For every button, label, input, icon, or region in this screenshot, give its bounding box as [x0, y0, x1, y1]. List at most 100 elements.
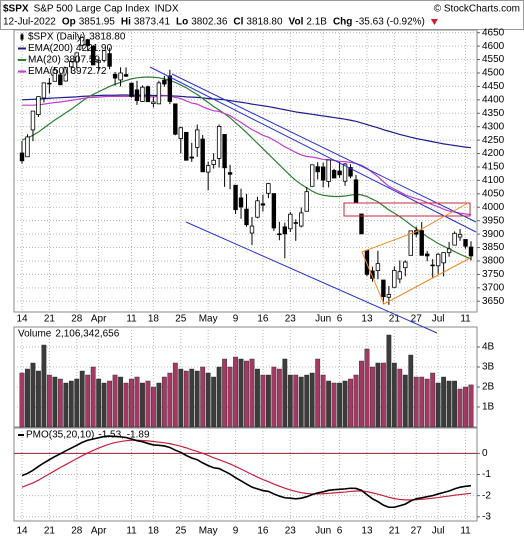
x-tick-label: 11: [126, 526, 137, 537]
candle-body: [222, 134, 227, 169]
candle-body: [244, 208, 249, 226]
volume-bar: [402, 374, 408, 428]
quote-label: Chg: [333, 17, 352, 28]
volume-bar: [391, 362, 397, 428]
x-tick-label: 18: [148, 526, 160, 537]
moving-average-line: [21, 76, 472, 260]
volume-bar: [123, 382, 129, 428]
candle-body: [112, 73, 118, 79]
candle-body: [184, 131, 189, 161]
candle-body: [266, 183, 271, 194]
volume-bar: [419, 376, 425, 428]
y-tick-label: 3700: [482, 282, 505, 293]
x-tick-label: 11: [460, 314, 471, 325]
volume-bar: [145, 380, 151, 428]
volume-bar: [118, 376, 123, 428]
y-tick-label: 3950: [482, 215, 505, 226]
y-tick-label: 4B: [482, 342, 495, 353]
volume-bar: [238, 358, 244, 428]
candle-body: [74, 52, 79, 63]
x-tick-label: Jul: [432, 526, 445, 537]
volume-bar: [441, 376, 447, 428]
y-tick-label: 4050: [482, 188, 505, 199]
volume-bar: [156, 382, 162, 428]
candle-body: [90, 45, 96, 66]
y-tick-label: 4200: [482, 148, 505, 159]
x-tick-label: 23: [285, 314, 297, 325]
volume-bar: [468, 384, 474, 428]
volume-bar: [46, 374, 52, 428]
resistance-zone: [343, 202, 471, 217]
x-tick-label: 25: [175, 314, 187, 325]
y-tick-label: 3750: [482, 269, 505, 280]
volume-bar: [25, 368, 30, 428]
volume-bar: [413, 376, 419, 428]
volume-bar: [68, 380, 74, 428]
indicator-line: [21, 439, 472, 501]
volume-bar: [85, 374, 91, 428]
x-tick-label: Apr: [91, 314, 107, 325]
legend-label: EMA(200): [28, 43, 73, 54]
candle-body: [107, 53, 112, 67]
candle-body: [370, 270, 375, 279]
x-tick-label: 9: [233, 314, 239, 325]
volume-bar: [205, 372, 211, 428]
candle-body: [195, 129, 200, 148]
candle-body: [30, 110, 36, 131]
candle-body: [63, 67, 69, 82]
volume-bar: [408, 354, 414, 428]
y-tick-label: 1B: [482, 402, 495, 413]
volume-bar: [19, 372, 25, 428]
trend-line: [149, 66, 477, 233]
candle-body: [255, 200, 260, 218]
security-name: S&P 500 Large Cap Index: [34, 4, 150, 15]
candle-body: [441, 252, 446, 264]
candle-body: [123, 74, 129, 77]
y-tick-label: 0: [482, 448, 488, 459]
panel-label: Volume: [18, 329, 52, 340]
quote-label: Cl: [233, 17, 243, 28]
x-tick-label: 6: [337, 526, 343, 537]
legend-label: EMA(50): [28, 66, 67, 77]
x-tick-label: 21: [44, 314, 56, 325]
quote-date: 12-Jul-2022: [3, 17, 56, 28]
x-tick-label: May: [199, 314, 218, 325]
volume-bar: [282, 358, 288, 428]
quote-label: Vol: [289, 17, 304, 28]
volume-bar: [227, 366, 233, 428]
quote-value: 3802.36: [191, 17, 228, 28]
volume-bar: [309, 372, 315, 428]
candle-body: [129, 82, 134, 97]
quote-value: 3818.80: [246, 17, 283, 28]
x-tick-label: 21: [389, 526, 401, 537]
volume-bar: [216, 366, 222, 428]
x-tick-label: Apr: [91, 526, 107, 537]
y-tick-label: 4300: [482, 121, 505, 132]
y-tick-label: 4450: [482, 81, 505, 92]
candle-body: [403, 261, 408, 269]
x-tick-label: 11: [460, 526, 471, 537]
x-tick-label: 23: [285, 526, 297, 537]
x-tick-label: 21: [44, 526, 56, 537]
volume-bar: [183, 370, 189, 428]
y-tick-label: 4650: [482, 27, 505, 38]
header-box: [0, 0, 524, 30]
y-tick-label: 4150: [482, 162, 505, 173]
candle-body: [19, 152, 25, 162]
volume-bar: [424, 378, 430, 428]
volume-bar: [244, 360, 249, 428]
quote-label: Hi: [121, 17, 131, 28]
volume-bar: [90, 366, 96, 428]
volume-bar: [112, 374, 118, 428]
y-tick-label: 4400: [482, 94, 505, 105]
volume-bar: [167, 372, 173, 428]
legend-label: MA(20): [28, 55, 61, 66]
volume-bar: [276, 368, 282, 428]
candle-body: [348, 167, 353, 177]
candle-body: [41, 82, 47, 99]
quote-value: 3873.41: [134, 17, 171, 28]
volume-bar: [452, 380, 457, 428]
candle-body: [331, 170, 337, 179]
candle-body: [162, 79, 167, 85]
